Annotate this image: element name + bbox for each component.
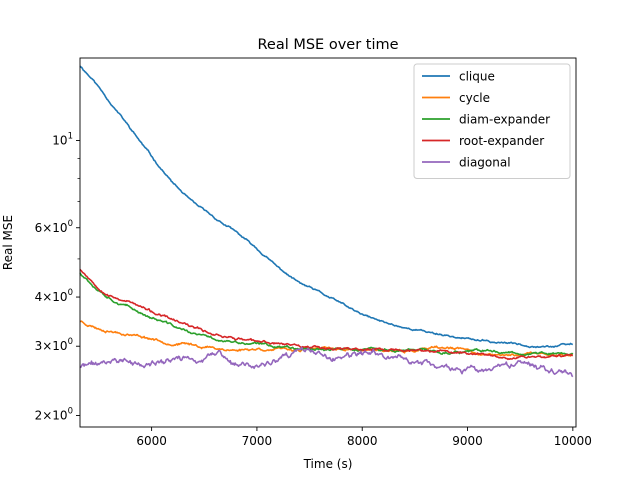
x-tick-label: 9000	[452, 434, 483, 448]
legend-label-diam-expander: diam-expander	[459, 113, 550, 127]
y-tick-label: 6×100	[35, 219, 73, 235]
y-axis-label: Real MSE	[1, 215, 15, 270]
legend-label-clique: clique	[459, 70, 495, 84]
series-line-diam-expander	[79, 272, 574, 357]
y-tick-base: 6×10	[35, 221, 68, 235]
y-tick-exponent: 0	[68, 219, 73, 229]
series-line-cycle	[79, 320, 573, 357]
y-tick-label: 101	[52, 131, 73, 147]
y-tick-exponent: 0	[68, 337, 73, 347]
y-tick-base: 4×10	[35, 290, 68, 304]
legend-label-root-expander: root-expander	[459, 134, 544, 148]
plot-lines	[79, 65, 574, 378]
y-tick-base: 3×10	[35, 339, 68, 353]
x-tick-label: 8000	[347, 434, 378, 448]
chart-title: Real MSE over time	[257, 37, 398, 53]
x-tick-label: 10000	[554, 434, 592, 448]
series-line-clique	[79, 65, 574, 349]
series-line-diagonal	[79, 346, 574, 378]
x-tick-label: 7000	[242, 434, 273, 448]
y-tick-exponent: 0	[68, 288, 73, 298]
y-tick-base: 10	[52, 133, 67, 147]
legend: clique cycle diam-expander root-expander dia…	[413, 63, 571, 179]
series-line-root-expander	[79, 268, 573, 361]
legend-label-cycle: cycle	[459, 91, 490, 105]
legend-box	[413, 63, 571, 179]
x-tick-label: 6000	[136, 434, 167, 448]
x-axis: 6000 7000 8000 9000 10000	[136, 427, 592, 448]
y-tick-label: 3×100	[35, 337, 73, 353]
x-axis-label: Time (s)	[303, 457, 353, 471]
y-tick-exponent: 0	[68, 407, 73, 417]
y-tick-label: 2×100	[35, 407, 73, 423]
y-tick-exponent: 1	[68, 131, 73, 141]
y-tick-base: 2×10	[35, 409, 68, 423]
y-tick-label: 4×100	[35, 288, 73, 304]
plot-frame	[79, 57, 577, 428]
legend-label-diagonal: diagonal	[459, 156, 511, 170]
